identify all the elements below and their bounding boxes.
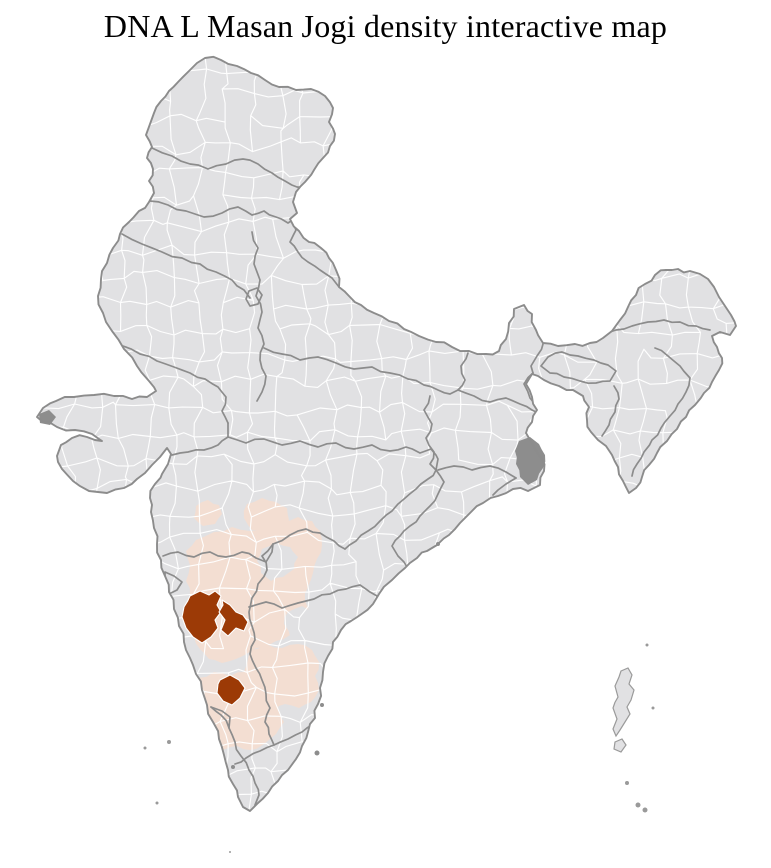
dark-district-dot[interactable] — [320, 703, 324, 707]
small-island-dot[interactable] — [651, 706, 655, 710]
dark-district-dot[interactable] — [314, 750, 320, 756]
andaman-island[interactable] — [613, 738, 627, 753]
small-island-dot[interactable] — [635, 802, 641, 808]
small-island-dot[interactable] — [645, 643, 649, 647]
state-borders — [121, 147, 711, 806]
andaman-island[interactable] — [612, 667, 635, 738]
high-density-district[interactable] — [216, 674, 246, 706]
high-density-district[interactable] — [218, 599, 249, 637]
dark-district-dot[interactable] — [231, 765, 235, 769]
small-island-dot[interactable] — [625, 781, 629, 785]
small-island-dot[interactable] — [167, 740, 171, 744]
low-density-districts[interactable] — [186, 498, 322, 750]
country-outline — [36, 55, 737, 812]
island-groups[interactable] — [143, 643, 655, 854]
small-island-dot[interactable] — [229, 851, 231, 853]
high-density-districts[interactable] — [181, 590, 249, 706]
page-title: DNA L Masan Jogi density interactive map — [103, 8, 668, 44]
base-district-gap — [284, 606, 322, 642]
small-island-dot[interactable] — [642, 807, 648, 813]
small-island-dot[interactable] — [143, 746, 147, 750]
small-island-dot[interactable] — [155, 801, 159, 805]
dark-district[interactable] — [515, 437, 546, 485]
